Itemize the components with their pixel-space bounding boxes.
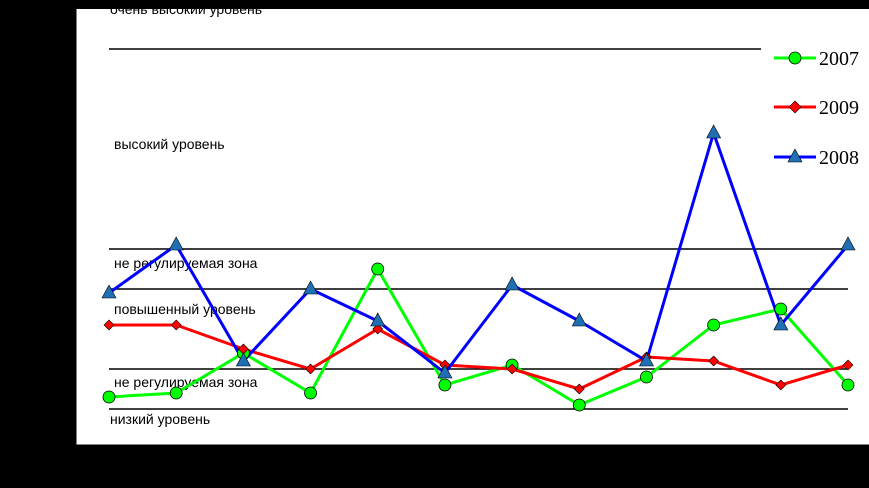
zone-lines: [109, 48, 848, 410]
data-point-2008: [168, 236, 184, 251]
zone-label-unregulated-lower: не регулируемая зона: [114, 374, 258, 390]
data-point-2007: [438, 378, 452, 392]
data-point-2008: [303, 280, 319, 295]
series-line-2009: [109, 323, 849, 391]
zone-label-low: низкий уровень: [110, 411, 210, 427]
data-point-2008: [571, 312, 587, 327]
legend-marker-2007: [788, 51, 802, 65]
data-point-2007: [707, 318, 721, 332]
data-point-2009: [103, 319, 115, 331]
data-point-2008: [370, 312, 386, 327]
data-point-2008: [706, 124, 722, 139]
data-point-2007: [774, 302, 788, 316]
data-point-2007: [102, 390, 116, 404]
legend-marker-2008: [787, 148, 803, 163]
data-point-2007: [169, 386, 183, 400]
legend-label-2008: 2008: [819, 147, 859, 169]
zone-label-high: высокий уровень: [114, 136, 225, 152]
data-point-2009: [708, 355, 720, 367]
x-ticks: [141, 445, 869, 450]
data-point-2008: [235, 352, 251, 367]
data-point-2009: [506, 363, 518, 375]
data-point-2008: [437, 364, 453, 379]
data-point-2009: [372, 323, 384, 335]
data-point-2007: [572, 398, 586, 412]
data-point-2007: [371, 262, 385, 276]
data-point-2009: [775, 379, 787, 391]
legend: 2007 2009 2008: [774, 48, 859, 169]
zone-label-very-high: очень высокий уровень: [110, 1, 262, 17]
data-point-2008: [773, 316, 789, 331]
legend-label-2007: 2007: [819, 48, 859, 70]
data-point-2008: [840, 236, 856, 251]
zone-label-elevated: повышенный уровень: [114, 301, 256, 317]
data-point-2009: [170, 319, 182, 331]
data-point-2008: [638, 352, 654, 367]
data-point-2007: [841, 378, 855, 392]
data-point-2009: [305, 363, 316, 375]
series-line-2008: [108, 131, 850, 375]
series-group: [101, 124, 856, 412]
legend-label-2009: 2009: [819, 97, 859, 119]
data-point-2008: [101, 284, 117, 299]
data-point-2007: [640, 370, 653, 384]
series-line-2007: [108, 267, 850, 407]
data-point-2008: [504, 276, 520, 291]
data-point-2007: [304, 386, 317, 400]
data-point-2009: [842, 359, 854, 371]
legend-marker-2009: [788, 100, 802, 114]
data-point-2009: [573, 383, 585, 395]
